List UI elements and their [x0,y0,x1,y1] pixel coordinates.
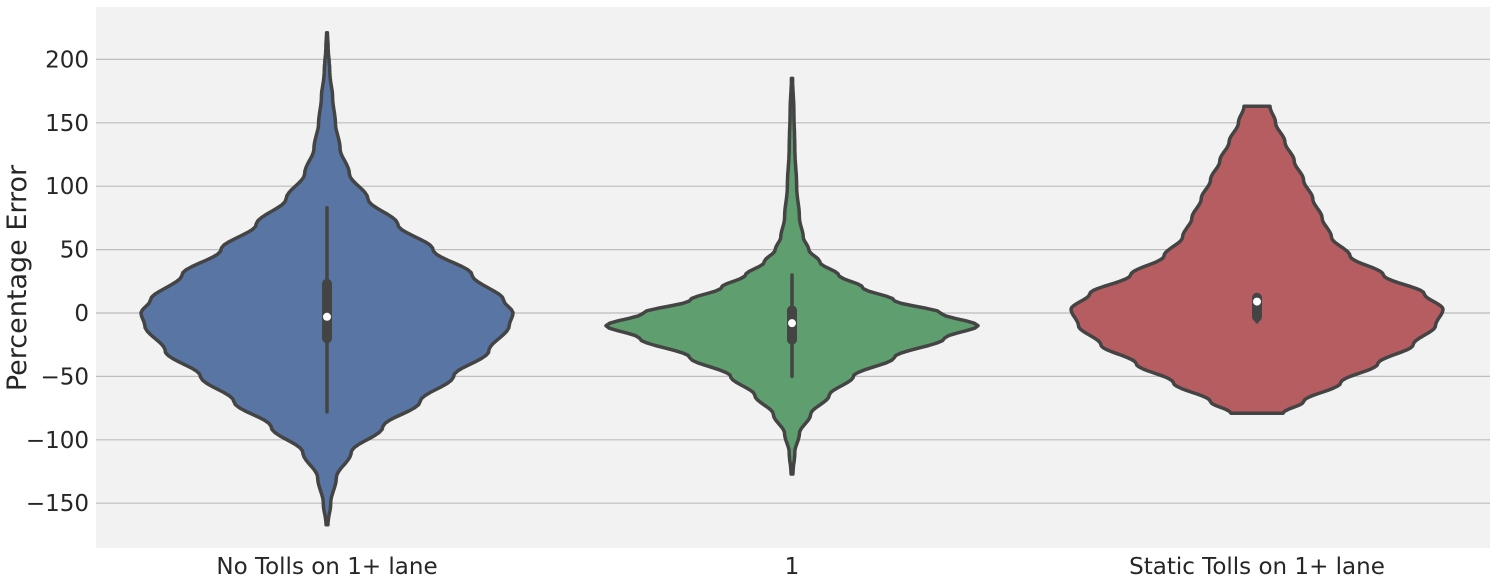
x-tick-labels: No Tolls on 1+ lane 1 Static Tolls on 1+ l… [216,554,1385,580]
violin-2 [604,76,980,476]
y-tick-label: 100 [45,174,89,200]
y-tick-label: −100 [26,428,89,454]
violin-3 [1069,104,1445,415]
x-tick-label: 1 [785,554,800,580]
x-tick-label: Static Tolls on 1+ lane [1129,554,1385,580]
y-axis-label: Percentage Error [2,164,33,391]
x-tick-label: No Tolls on 1+ lane [216,554,437,580]
y-tick-label: 200 [45,47,89,73]
y-tick-label: 50 [60,238,89,264]
violin-median-point [788,319,796,328]
y-tick-labels: −150 −100 −50 0 50 100 150 200 [26,47,89,517]
violin-body [1069,104,1445,415]
violin-median-point [323,312,331,321]
violins [139,31,1445,527]
violin-median-point [1253,297,1261,306]
y-tick-label: −50 [40,364,89,390]
y-tick-label: 0 [74,301,89,327]
y-tick-label: −150 [26,491,89,517]
y-tick-label: 150 [45,111,89,137]
violin-1 [139,31,515,527]
